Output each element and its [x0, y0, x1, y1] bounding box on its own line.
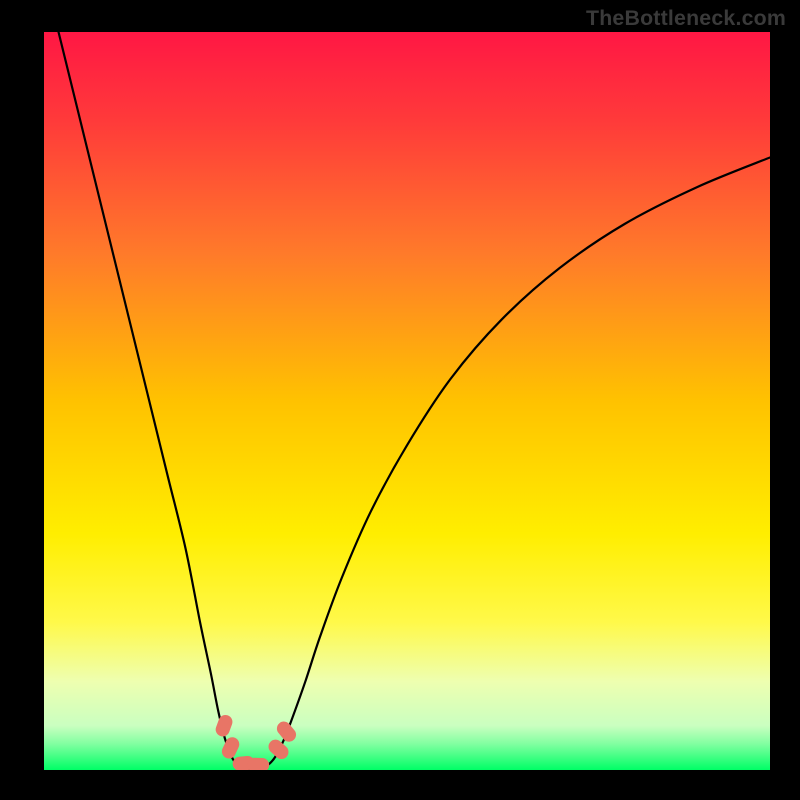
- curve-marker: [247, 757, 269, 770]
- chart-frame: [44, 32, 770, 770]
- watermark-text: TheBottleneck.com: [586, 6, 786, 31]
- chart-background: [44, 32, 770, 770]
- canvas: TheBottleneck.com: [0, 0, 800, 800]
- bottleneck-curve-chart: [44, 32, 770, 770]
